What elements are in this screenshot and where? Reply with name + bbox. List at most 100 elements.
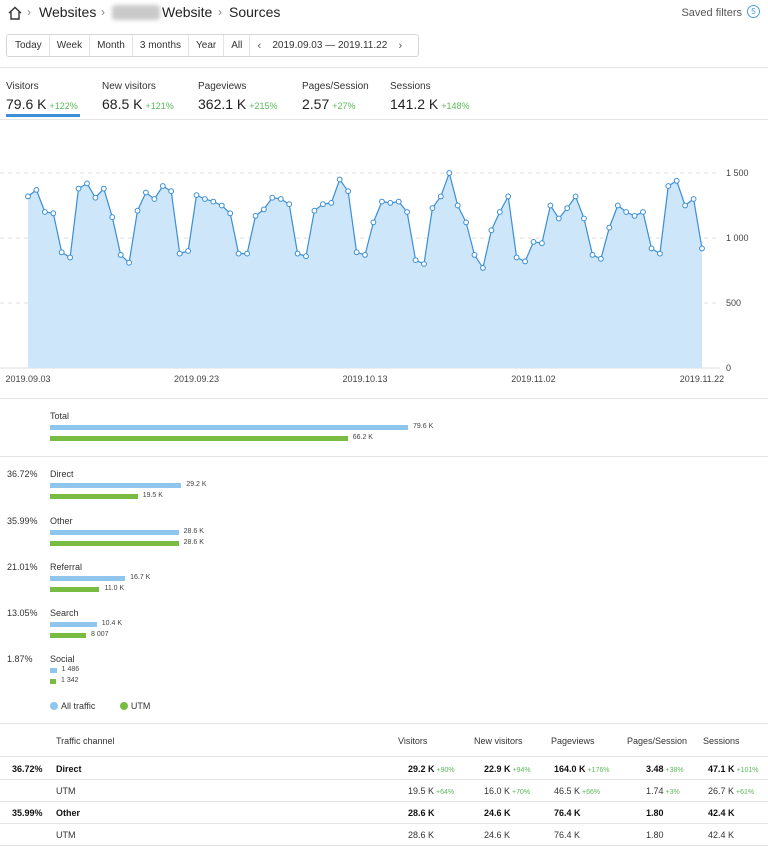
data-point[interactable] bbox=[598, 255, 604, 262]
data-point[interactable] bbox=[589, 252, 596, 258]
data-point[interactable] bbox=[379, 198, 385, 205]
data-point[interactable] bbox=[67, 254, 73, 261]
data-point[interactable] bbox=[202, 196, 208, 202]
data-point[interactable] bbox=[58, 249, 65, 256]
data-point[interactable] bbox=[218, 202, 225, 209]
data-point[interactable] bbox=[429, 205, 436, 211]
data-point[interactable] bbox=[261, 206, 267, 213]
data-point[interactable] bbox=[454, 202, 461, 209]
data-point[interactable] bbox=[530, 239, 537, 245]
data-point[interactable] bbox=[168, 188, 175, 195]
metric-pages-session[interactable]: Pages/Session 2.57 +27% bbox=[302, 81, 369, 114]
data-point[interactable] bbox=[176, 250, 183, 257]
data-point[interactable] bbox=[412, 257, 419, 263]
period-today[interactable]: Today bbox=[7, 35, 50, 56]
data-point[interactable] bbox=[75, 185, 82, 192]
data-point[interactable] bbox=[42, 209, 48, 215]
data-point[interactable] bbox=[303, 253, 309, 260]
breadcrumb-websites[interactable]: Websites bbox=[39, 4, 97, 20]
data-point[interactable] bbox=[109, 214, 116, 221]
data-point[interactable] bbox=[269, 194, 276, 201]
period-year[interactable]: Year bbox=[189, 35, 225, 56]
breadcrumb-site[interactable]: Website bbox=[162, 4, 213, 20]
data-point[interactable] bbox=[446, 170, 453, 176]
data-point[interactable] bbox=[117, 252, 124, 258]
metric-sessions[interactable]: Sessions 141.2 K +148% bbox=[390, 81, 470, 114]
metric-new-visitors[interactable]: New visitors 68.5 K +121% bbox=[102, 81, 174, 114]
home-icon[interactable] bbox=[7, 5, 23, 21]
data-point[interactable] bbox=[185, 248, 192, 254]
data-point[interactable] bbox=[159, 183, 166, 189]
data-point[interactable] bbox=[463, 219, 470, 226]
column-header-channel[interactable]: Traffic channel bbox=[56, 736, 115, 746]
period-3-months[interactable]: 3 months bbox=[133, 35, 190, 56]
data-point[interactable] bbox=[134, 207, 141, 214]
data-point[interactable] bbox=[631, 213, 638, 219]
data-point[interactable] bbox=[522, 258, 528, 265]
data-point[interactable] bbox=[404, 209, 411, 215]
data-point[interactable] bbox=[277, 196, 284, 202]
data-point[interactable] bbox=[640, 209, 646, 215]
data-point[interactable] bbox=[50, 210, 57, 217]
data-point[interactable] bbox=[581, 215, 587, 222]
data-point[interactable] bbox=[294, 250, 301, 257]
data-point[interactable] bbox=[227, 210, 234, 217]
data-point[interactable] bbox=[210, 198, 217, 205]
column-header-new-visitors[interactable]: New visitors bbox=[474, 736, 523, 746]
column-header-sessions[interactable]: Sessions bbox=[703, 736, 740, 746]
period-all[interactable]: All bbox=[224, 35, 251, 56]
data-point[interactable] bbox=[496, 209, 503, 215]
data-point[interactable] bbox=[151, 196, 158, 202]
data-point[interactable] bbox=[437, 193, 444, 200]
data-point[interactable] bbox=[665, 183, 672, 189]
data-point[interactable] bbox=[370, 219, 377, 226]
saved-filters-icon[interactable]: 5 bbox=[747, 5, 760, 18]
legend-utm[interactable]: UTM bbox=[119, 701, 150, 711]
data-point[interactable] bbox=[547, 202, 554, 209]
data-point[interactable] bbox=[193, 192, 200, 198]
data-point[interactable] bbox=[235, 250, 242, 257]
date-range[interactable]: 2019.09.03 — 2019.11.22 bbox=[272, 40, 388, 51]
data-point[interactable] bbox=[311, 207, 318, 214]
data-point[interactable] bbox=[623, 209, 630, 215]
data-point[interactable] bbox=[336, 176, 343, 183]
data-point[interactable] bbox=[328, 200, 335, 206]
data-point[interactable] bbox=[252, 213, 259, 219]
data-point[interactable] bbox=[480, 265, 486, 271]
data-point[interactable] bbox=[362, 252, 368, 258]
data-point[interactable] bbox=[572, 193, 579, 200]
data-point[interactable] bbox=[699, 245, 705, 252]
data-point[interactable] bbox=[126, 259, 133, 266]
column-header-visitors[interactable]: Visitors bbox=[398, 736, 428, 746]
chevron-right-icon[interactable]: › bbox=[398, 39, 403, 52]
period-week[interactable]: Week bbox=[50, 35, 91, 56]
data-point[interactable] bbox=[513, 254, 520, 261]
data-point[interactable] bbox=[25, 193, 31, 200]
data-point[interactable] bbox=[606, 224, 613, 231]
data-point[interactable] bbox=[488, 227, 495, 234]
period-month[interactable]: Month bbox=[90, 35, 133, 56]
column-header-pages-session[interactable]: Pages/Session bbox=[627, 736, 688, 746]
data-point[interactable] bbox=[471, 252, 478, 258]
data-point[interactable] bbox=[555, 215, 562, 222]
data-point[interactable] bbox=[320, 201, 326, 208]
data-point[interactable] bbox=[421, 261, 427, 267]
data-point[interactable] bbox=[648, 245, 655, 252]
legend-all-traffic[interactable]: All traffic bbox=[50, 701, 95, 711]
metric-pageviews[interactable]: Pageviews 362.1 K +215% bbox=[198, 81, 278, 114]
data-point[interactable] bbox=[395, 198, 402, 205]
metric-visitors[interactable]: Visitors 79.6 K +122% bbox=[6, 81, 78, 114]
data-point[interactable] bbox=[84, 180, 90, 187]
data-point[interactable] bbox=[143, 189, 149, 196]
data-point[interactable] bbox=[690, 196, 697, 202]
data-point[interactable] bbox=[286, 201, 293, 208]
data-point[interactable] bbox=[505, 193, 512, 200]
data-point[interactable] bbox=[614, 202, 621, 209]
data-point[interactable] bbox=[539, 240, 545, 247]
data-point[interactable] bbox=[564, 205, 571, 211]
saved-filters-link[interactable]: Saved filters bbox=[681, 7, 742, 19]
data-point[interactable] bbox=[345, 188, 352, 195]
data-point[interactable] bbox=[244, 250, 251, 257]
data-point[interactable] bbox=[387, 200, 394, 206]
data-point[interactable] bbox=[673, 177, 680, 184]
